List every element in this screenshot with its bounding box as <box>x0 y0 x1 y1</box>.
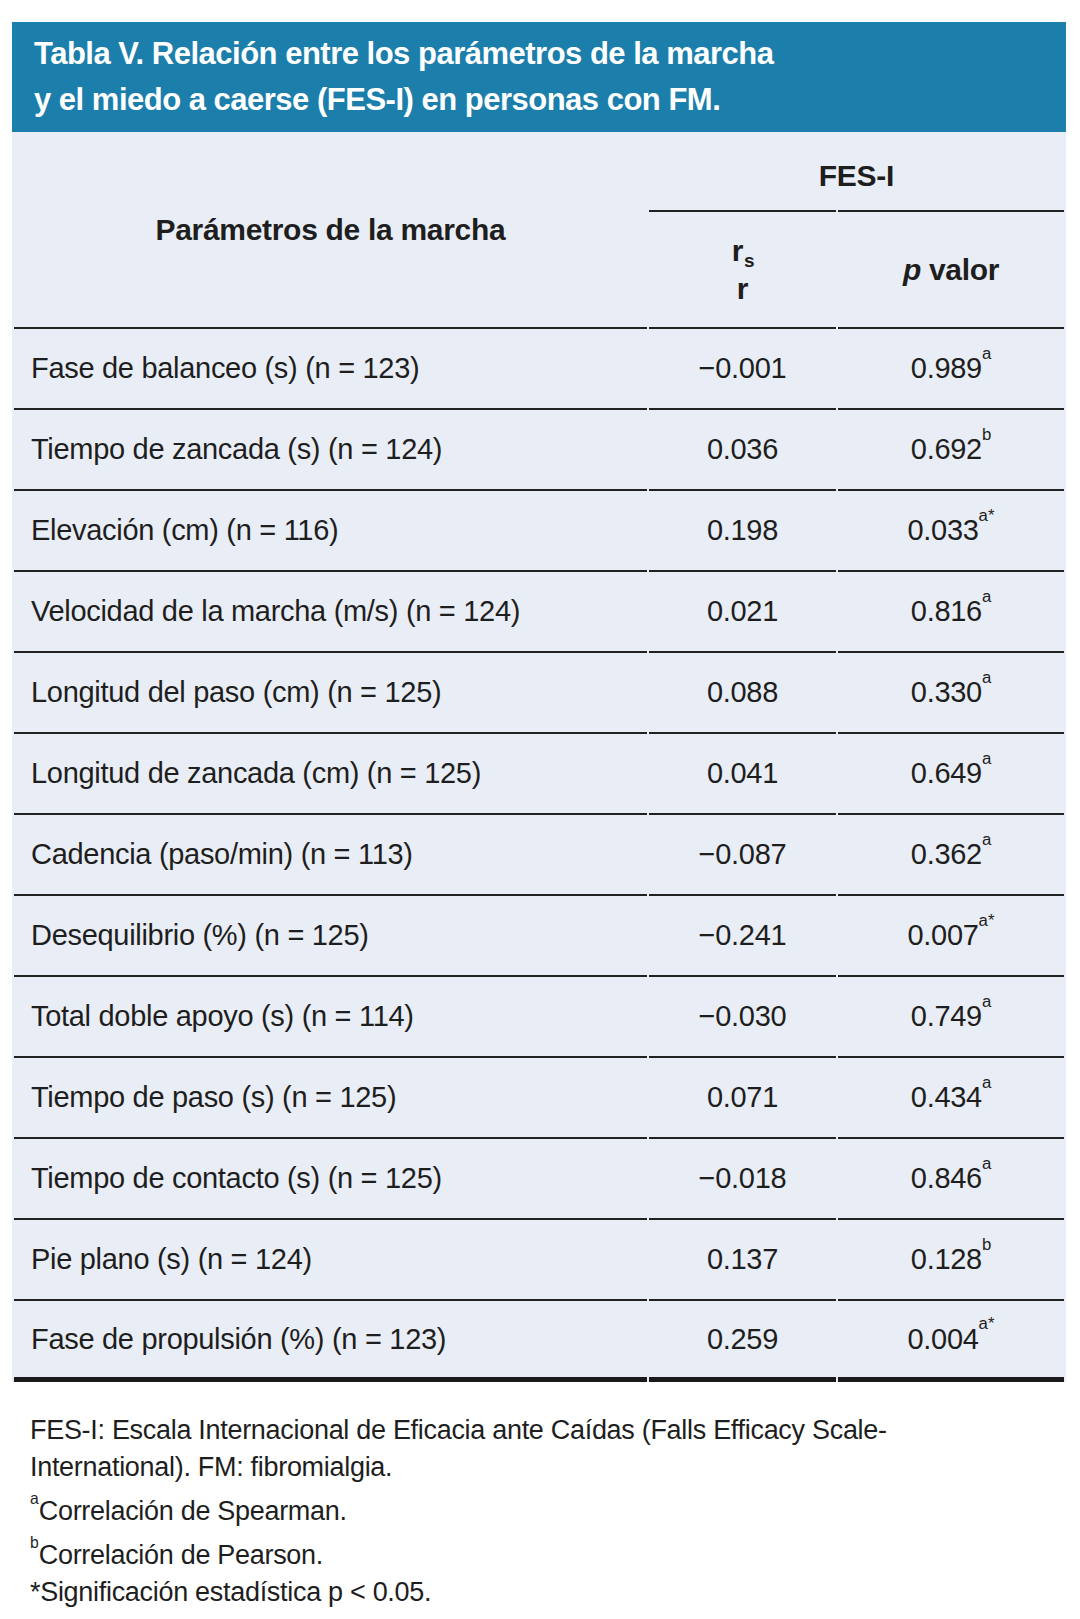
column-header-p-value: p valor <box>838 210 1064 329</box>
p-value-cell: 0.362a <box>838 815 1064 896</box>
gait-fesi-table: Parámetros de la marcha FES-I rs r p val… <box>12 132 1066 1382</box>
p-value-cell: 0.330a <box>838 653 1064 734</box>
table-title-line-1: Tabla V. Relación entre los parámetros d… <box>34 31 1044 77</box>
footnotes: FES-I: Escala Internacional de Eficacia … <box>12 1382 1066 1611</box>
p-value-cell: 0.128b <box>838 1220 1064 1301</box>
param-cell: Elevación (cm) (n = 116) <box>14 491 647 572</box>
table-row: Cadencia (paso/min) (n = 113) −0.087 0.3… <box>14 815 1064 896</box>
p-superscript: a* <box>979 506 995 525</box>
p-value-cell: 0.989a <box>838 329 1064 410</box>
p-superscript: a <box>982 668 991 687</box>
r-value-cell: −0.030 <box>649 977 836 1058</box>
p-superscript: a <box>982 749 991 768</box>
header-group-row: Parámetros de la marcha FES-I <box>14 132 1064 210</box>
column-header-correlation: rs r <box>649 210 836 329</box>
r-pearson-symbol: r <box>649 272 836 306</box>
param-cell: Longitud de zancada (cm) (n = 125) <box>14 734 647 815</box>
footnote-abbreviations-line-2: International). FM: fibromialgia. <box>30 1449 1046 1486</box>
column-header-parameters: Parámetros de la marcha <box>14 132 647 329</box>
r-value-cell: 0.071 <box>649 1058 836 1139</box>
table-title-line-2: y el miedo a caerse (FES-I) en personas … <box>34 77 1044 123</box>
p-value-cell: 0.033a* <box>838 491 1064 572</box>
p-superscript: a <box>982 344 991 363</box>
p-value-cell: 0.434a <box>838 1058 1064 1139</box>
p-header-rest: valor <box>921 253 999 286</box>
r-value-cell: 0.137 <box>649 1220 836 1301</box>
r-value-cell: 0.021 <box>649 572 836 653</box>
footnote-abbreviations-line-1: FES-I: Escala Internacional de Eficacia … <box>30 1412 1046 1449</box>
table-row: Velocidad de la marcha (m/s) (n = 124) 0… <box>14 572 1064 653</box>
r-value-cell: −0.001 <box>649 329 836 410</box>
r-value-cell: 0.259 <box>649 1301 836 1382</box>
param-cell: Desequilibrio (%) (n = 125) <box>14 896 647 977</box>
p-value-cell: 0.004a* <box>838 1301 1064 1382</box>
table-row: Total doble apoyo (s) (n = 114) −0.030 0… <box>14 977 1064 1058</box>
p-value-cell: 0.816a <box>838 572 1064 653</box>
table-row: Pie plano (s) (n = 124) 0.137 0.128b <box>14 1220 1064 1301</box>
r-value-cell: 0.041 <box>649 734 836 815</box>
p-value-cell: 0.692b <box>838 410 1064 491</box>
r-spearman-symbol: rs <box>649 234 836 272</box>
table-container: Parámetros de la marcha FES-I rs r p val… <box>12 132 1066 1382</box>
p-superscript: a <box>982 992 991 1011</box>
p-superscript: a* <box>979 1314 995 1333</box>
r-value-cell: −0.087 <box>649 815 836 896</box>
r-subscript-s: s <box>744 250 754 271</box>
p-value-cell: 0.649a <box>838 734 1064 815</box>
param-cell: Tiempo de contacto (s) (n = 125) <box>14 1139 647 1220</box>
p-superscript: a <box>982 587 991 606</box>
table-row: Tiempo de zancada (s) (n = 124) 0.036 0.… <box>14 410 1064 491</box>
column-group-header-fesi: FES-I <box>649 132 1064 210</box>
param-cell: Fase de propulsión (%) (n = 123) <box>14 1301 647 1382</box>
p-superscript: a <box>982 1154 991 1173</box>
table-row: Tiempo de contacto (s) (n = 125) −0.018 … <box>14 1139 1064 1220</box>
table-row: Fase de propulsión (%) (n = 123) 0.259 0… <box>14 1301 1064 1382</box>
table-title-banner: Tabla V. Relación entre los parámetros d… <box>12 22 1066 132</box>
param-cell: Fase de balanceo (s) (n = 123) <box>14 329 647 410</box>
footnote-significance: *Significación estadística p < 0.05. <box>30 1574 1046 1611</box>
p-value-cell: 0.749a <box>838 977 1064 1058</box>
p-superscript: a* <box>979 911 995 930</box>
table-row: Desequilibrio (%) (n = 125) −0.241 0.007… <box>14 896 1064 977</box>
footnote-marker-a: a <box>30 1490 39 1507</box>
p-superscript: a <box>982 1073 991 1092</box>
p-superscript: b <box>982 1235 991 1254</box>
table-row: Longitud de zancada (cm) (n = 125) 0.041… <box>14 734 1064 815</box>
r-value-cell: 0.036 <box>649 410 836 491</box>
footnote-pearson: bCorrelación de Pearson. <box>30 1530 1046 1574</box>
param-cell: Velocidad de la marcha (m/s) (n = 124) <box>14 572 647 653</box>
p-superscript: a <box>982 830 991 849</box>
param-cell: Cadencia (paso/min) (n = 113) <box>14 815 647 896</box>
page: Tabla V. Relación entre los parámetros d… <box>0 0 1080 1619</box>
p-value-cell: 0.846a <box>838 1139 1064 1220</box>
p-symbol: p <box>903 253 921 286</box>
r-value-cell: 0.088 <box>649 653 836 734</box>
param-cell: Pie plano (s) (n = 124) <box>14 1220 647 1301</box>
footnote-marker-b: b <box>30 1534 39 1551</box>
p-value-cell: 0.007a* <box>838 896 1064 977</box>
param-cell: Tiempo de paso (s) (n = 125) <box>14 1058 647 1139</box>
p-superscript: b <box>982 425 991 444</box>
param-cell: Tiempo de zancada (s) (n = 124) <box>14 410 647 491</box>
footnote-spearman: aCorrelación de Spearman. <box>30 1486 1046 1530</box>
table-row: Fase de balanceo (s) (n = 123) −0.001 0.… <box>14 329 1064 410</box>
r-value-cell: −0.241 <box>649 896 836 977</box>
table-row: Longitud del paso (cm) (n = 125) 0.088 0… <box>14 653 1064 734</box>
param-cell: Total doble apoyo (s) (n = 114) <box>14 977 647 1058</box>
table-row: Elevación (cm) (n = 116) 0.198 0.033a* <box>14 491 1064 572</box>
r-value-cell: 0.198 <box>649 491 836 572</box>
table-row: Tiempo de paso (s) (n = 125) 0.071 0.434… <box>14 1058 1064 1139</box>
r-value-cell: −0.018 <box>649 1139 836 1220</box>
param-cell: Longitud del paso (cm) (n = 125) <box>14 653 647 734</box>
